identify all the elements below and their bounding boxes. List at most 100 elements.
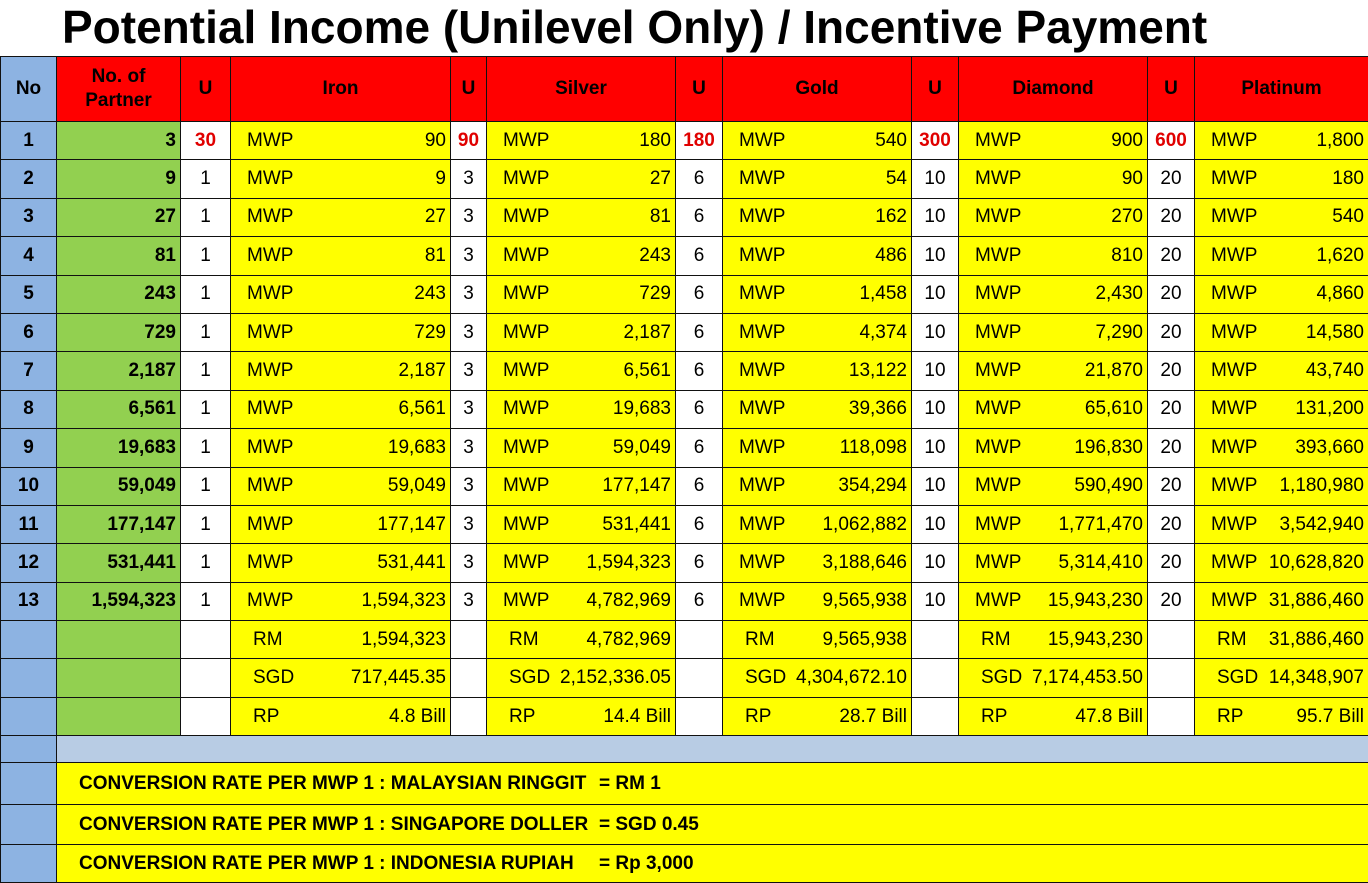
mwp-label: MWP — [487, 514, 549, 536]
unit-cell: 3 — [451, 467, 487, 505]
mwp-label: MWP — [959, 437, 1021, 459]
currency-label: SGD — [723, 667, 786, 689]
unit-cell: 3 — [451, 160, 487, 198]
unit-empty — [912, 659, 959, 697]
mwp-label: MWP — [723, 360, 785, 382]
unit-cell: 6 — [676, 198, 723, 236]
row-number: 10 — [1, 467, 57, 505]
mwp-value: 180 — [1332, 168, 1368, 190]
mwp-label: MWP — [959, 283, 1021, 305]
unit-cell: 20 — [1148, 390, 1195, 428]
currency-label: SGD — [1195, 667, 1258, 689]
row-number: 13 — [1, 582, 57, 620]
unit-cell: 10 — [912, 198, 959, 236]
partner-count: 3 — [57, 122, 181, 160]
header-u: U — [181, 57, 231, 122]
conversion-value: = RM 1 — [599, 773, 661, 795]
mwp-value: 1,594,323 — [361, 590, 450, 612]
unit-cell: 1 — [181, 544, 231, 582]
unit-empty — [676, 659, 723, 697]
mwp-label: MWP — [723, 168, 785, 190]
mwp-label: MWP — [1195, 283, 1257, 305]
unit-cell: 1 — [181, 505, 231, 543]
header-u: U — [676, 57, 723, 122]
conversion-cell: CONVERSION RATE PER MWP 1 : MALAYSIAN RI… — [57, 763, 1368, 805]
mwp-value: 43,740 — [1306, 360, 1368, 382]
partner-count: 9 — [57, 160, 181, 198]
mwp-value: 270 — [1111, 206, 1147, 228]
unit-cell: 10 — [912, 582, 959, 620]
currency-label: RM — [723, 629, 775, 651]
separator-cell — [57, 736, 1368, 763]
currency-label: RM — [959, 629, 1011, 651]
mwp-value: 90 — [425, 130, 450, 152]
unit-cell: 20 — [1148, 237, 1195, 275]
row-number: 3 — [1, 198, 57, 236]
unit-empty — [181, 659, 231, 697]
mwp-label: MWP — [1195, 514, 1257, 536]
row-number-empty — [1, 736, 57, 763]
currency-label: RP — [959, 706, 1007, 728]
conversion-text: CONVERSION RATE PER MWP 1 : INDONESIA RU… — [57, 853, 599, 875]
partner-count: 81 — [57, 237, 181, 275]
income-table: No No. of Partner U Iron U Silver U Gold… — [0, 56, 1368, 883]
currency-value: 1,594,323 — [361, 629, 450, 651]
mwp-label: MWP — [231, 206, 293, 228]
currency-label: SGD — [231, 667, 294, 689]
unit-empty — [181, 621, 231, 659]
mwp-label: MWP — [723, 206, 785, 228]
mwp-value: 196,830 — [1074, 437, 1147, 459]
mwp-value: 7,290 — [1095, 322, 1147, 344]
mwp-label: MWP — [1195, 360, 1257, 382]
conversion-row: CONVERSION RATE PER MWP 1 : INDONESIA RU… — [1, 845, 1368, 883]
unit-cell: 10 — [912, 429, 959, 467]
unit-cell: 1 — [181, 390, 231, 428]
mwp-value: 729 — [414, 322, 450, 344]
mwp-value: 81 — [425, 245, 450, 267]
mwp-value: 2,187 — [623, 322, 675, 344]
mwp-value: 354,294 — [838, 475, 911, 497]
currency-value: 2,152,336.05 — [560, 667, 675, 689]
mwp-label: MWP — [487, 206, 549, 228]
mwp-label: MWP — [487, 130, 549, 152]
mwp-label: MWP — [959, 552, 1021, 574]
mwp-value: 5,314,410 — [1058, 552, 1147, 574]
row-number: 12 — [1, 544, 57, 582]
header-u: U — [451, 57, 487, 122]
mwp-value: 1,771,470 — [1058, 514, 1147, 536]
mwp-label: MWP — [1195, 206, 1257, 228]
unit-cell: 6 — [676, 352, 723, 390]
currency-label: RM — [1195, 629, 1247, 651]
unit-cell: 30 — [181, 122, 231, 160]
mwp-label: MWP — [231, 552, 293, 574]
header-platinum: Platinum — [1195, 57, 1368, 122]
mwp-value: 9,565,938 — [822, 590, 911, 612]
page-title: Potential Income (Unilevel Only) / Incen… — [62, 0, 1207, 56]
mwp-label: MWP — [487, 322, 549, 344]
conversion-text: CONVERSION RATE PER MWP 1 : SINGAPORE DO… — [57, 814, 599, 836]
mwp-value: 180 — [639, 130, 675, 152]
